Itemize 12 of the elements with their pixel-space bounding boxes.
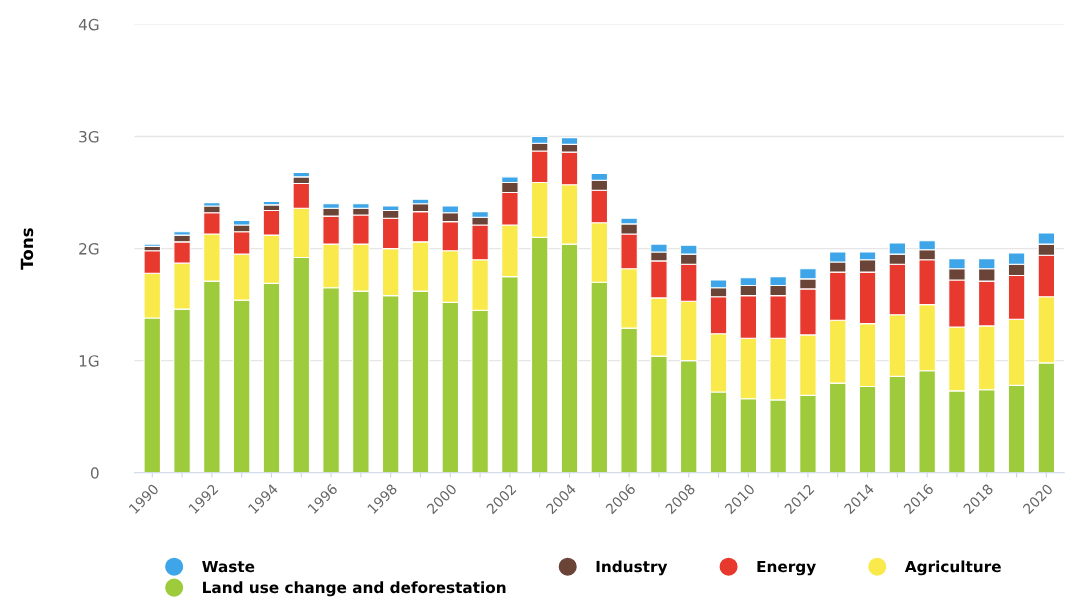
y-tick-label: 1G xyxy=(79,355,99,367)
legend-label: Land use change and deforestation xyxy=(203,581,506,597)
legend-label: Energy xyxy=(757,560,816,576)
y-tick-label: 0 xyxy=(90,467,99,479)
legend-label: Waste xyxy=(202,560,255,573)
y-axis-title: Tons xyxy=(20,228,34,270)
y-tick-label: 4G xyxy=(78,18,99,31)
y-tick-label: 3G xyxy=(79,130,99,143)
legend-label: Agriculture xyxy=(904,560,1001,576)
legend-label: Industry xyxy=(596,560,668,576)
y-tick-label: 2G xyxy=(79,243,99,255)
bar xyxy=(143,243,162,247)
